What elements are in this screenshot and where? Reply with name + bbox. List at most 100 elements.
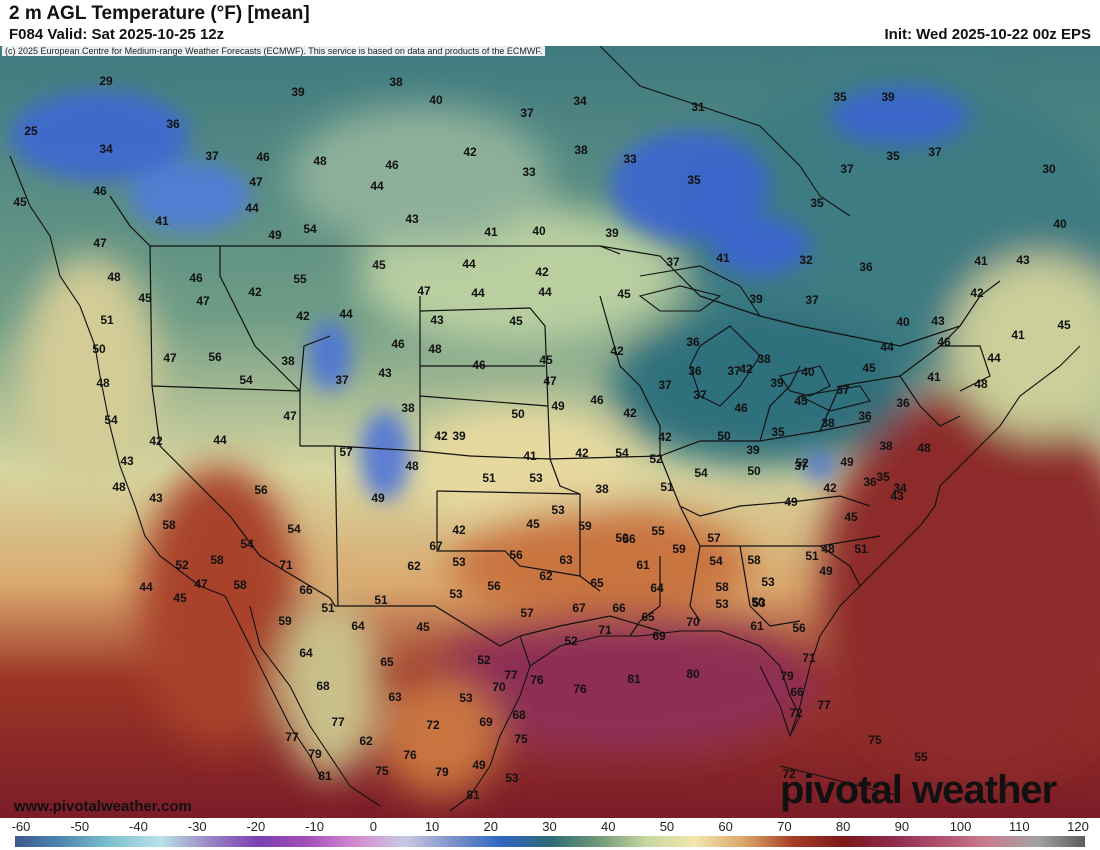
temperature-value: 29 (99, 74, 113, 88)
temperature-value: 39 (746, 443, 760, 457)
temperature-value: 69 (652, 629, 666, 643)
temperature-value: 44 (987, 351, 1001, 365)
temperature-value: 48 (112, 480, 126, 494)
colorbar-tick-label: 120 (1067, 819, 1089, 834)
temperature-value: 33 (623, 152, 637, 166)
temperature-value: 49 (840, 455, 854, 469)
temperature-value: 36 (858, 409, 872, 423)
temperature-value: 45 (844, 510, 858, 524)
temperature-map[interactable]: (c) 2025 European Centre for Medium-rang… (0, 46, 1100, 818)
temperature-value: 58 (747, 553, 761, 567)
colorbar-tick-label: 40 (600, 819, 616, 834)
temperature-value: 43 (378, 366, 392, 380)
temperature-value: 51 (660, 480, 674, 494)
temperature-value: 77 (285, 730, 299, 744)
temperature-value: 52 (175, 558, 189, 572)
brand-logo: pivotal weather (780, 768, 1057, 812)
temperature-value: 64 (299, 646, 313, 660)
temperature-value: 40 (896, 315, 910, 329)
colorbar-tick-label: 0 (369, 819, 377, 834)
temperature-value: 38 (821, 416, 835, 430)
temperature-value: 71 (802, 651, 816, 665)
temperature-value: 40 (532, 224, 546, 238)
temperature-value: 37 (836, 383, 850, 397)
temperature-value: 51 (854, 542, 868, 556)
temperature-value: 41 (155, 214, 169, 228)
temperature-value: 45 (509, 314, 523, 328)
temperature-value: 41 (927, 370, 941, 384)
temperature-value: 68 (316, 679, 330, 693)
temperature-value: 37 (928, 145, 942, 159)
temperature-value: 53 (452, 555, 466, 569)
temperature-value: 46 (734, 401, 748, 415)
temperature-value: 42 (434, 429, 448, 443)
temperature-value: 64 (650, 581, 664, 595)
temperature-value: 25 (24, 124, 38, 138)
temperature-value: 43 (120, 454, 134, 468)
copyright-notice: (c) 2025 European Centre for Medium-rang… (2, 46, 546, 56)
temperature-value: 37 (727, 364, 741, 378)
temperature-value: 81 (466, 788, 480, 802)
temperature-value: 72 (782, 767, 796, 781)
temperature-value: 49 (268, 228, 282, 242)
temperature-value: 45 (416, 620, 430, 634)
colorbar-tick-label: 50 (659, 819, 675, 834)
temperature-value: 42 (535, 265, 549, 279)
temperature-value: 53 (449, 587, 463, 601)
temperature-value: 81 (627, 672, 641, 686)
temperature-value: 54 (104, 413, 118, 427)
temperature-value: 58 (162, 518, 176, 532)
temperature-value: 44 (139, 580, 153, 594)
temperature-value: 48 (917, 441, 931, 455)
temperature-value: 37 (693, 388, 707, 402)
temperature-value: 37 (205, 149, 219, 163)
temperature-value: 45 (173, 591, 187, 605)
temperature-value: 54 (709, 554, 723, 568)
temperature-value: 75 (514, 732, 528, 746)
temperature-value: 39 (452, 429, 466, 443)
temperature-value: 57 (520, 606, 534, 620)
temperature-value: 41 (523, 449, 537, 463)
temperature-value: 53 (715, 597, 729, 611)
temperature-value: 49 (551, 399, 565, 413)
valid-time: F084 Valid: Sat 2025-10-25 12z (9, 26, 225, 43)
temperature-value: 55 (651, 524, 665, 538)
temperature-value: 38 (389, 75, 403, 89)
temperature-value: 59 (578, 519, 592, 533)
temperature-value: 76 (403, 748, 417, 762)
temperature-value: 75 (375, 764, 389, 778)
site-url[interactable]: www.pivotalweather.com (14, 798, 192, 815)
temperature-value: 45 (539, 353, 553, 367)
colorbar-tick-label: -60 (11, 819, 31, 834)
coastlines (9, 46, 1081, 812)
temperature-value: 56 (622, 532, 636, 546)
temperature-value: 41 (974, 254, 988, 268)
temperature-value: 47 (249, 175, 263, 189)
temperature-value: 54 (303, 222, 317, 236)
temperature-value: 48 (313, 154, 327, 168)
temperature-value: 37 (666, 255, 680, 269)
temperature-value: 50 (511, 407, 525, 421)
temperature-value: 42 (575, 446, 589, 460)
temperature-value: 38 (757, 352, 771, 366)
temperature-value: 35 (886, 149, 900, 163)
temperature-value: 62 (359, 734, 373, 748)
temperature-value: 68 (512, 708, 526, 722)
temperature-value: 51 (374, 593, 388, 607)
temperature-value: 51 (482, 471, 496, 485)
temperature-value: 42 (296, 309, 310, 323)
temperature-value: 70 (492, 680, 506, 694)
temperature-value: 44 (245, 201, 259, 215)
temperature-value: 32 (799, 253, 813, 267)
temperature-value: 55 (914, 750, 928, 764)
temperature-value: 35 (687, 173, 701, 187)
temperature-value: 41 (1011, 328, 1025, 342)
temperature-value: 45 (617, 287, 631, 301)
temperature-value: 44 (339, 307, 353, 321)
temperature-value: 72 (426, 718, 440, 732)
temperature-value: 72 (789, 706, 803, 720)
temperature-value: 45 (526, 517, 540, 531)
temperature-value: 46 (189, 271, 203, 285)
temperature-value: 40 (1053, 217, 1067, 231)
temperature-value: 35 (876, 470, 890, 484)
